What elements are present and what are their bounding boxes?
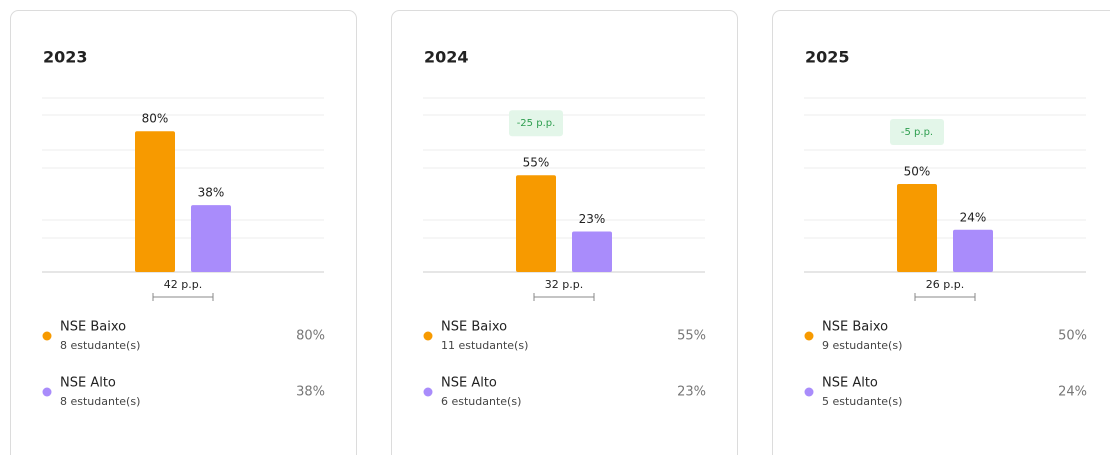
value-label: 80%	[142, 112, 169, 126]
gap-label: 32 p.p.	[545, 278, 583, 291]
gap-label: 42 p.p.	[164, 278, 202, 291]
legend-dot	[805, 332, 814, 341]
card-title: 2023	[43, 48, 88, 67]
legend-students: 9 estudante(s)	[822, 339, 902, 352]
legend-value: 50%	[1058, 329, 1087, 344]
legend-name: NSE Alto	[822, 376, 878, 391]
legend-dot	[43, 332, 52, 341]
change-label: -5 p.p.	[901, 127, 933, 138]
legend-name: NSE Baixo	[822, 320, 888, 335]
legend-name: NSE Alto	[60, 376, 116, 391]
change-label: -25 p.p.	[517, 118, 556, 129]
bar	[953, 230, 993, 272]
gap-label: 26 p.p.	[926, 278, 964, 291]
bar	[191, 205, 231, 272]
legend-value: 23%	[677, 385, 706, 400]
value-label: 24%	[960, 210, 987, 224]
bar	[135, 131, 175, 272]
legend-students: 11 estudante(s)	[441, 339, 528, 352]
value-label: 23%	[579, 212, 606, 226]
legend-value: 55%	[677, 329, 706, 344]
legend-students: 8 estudante(s)	[60, 395, 140, 408]
legend-name: NSE Alto	[441, 376, 497, 391]
value-label: 38%	[198, 186, 225, 200]
legend-value: 80%	[296, 329, 325, 344]
legend-value: 38%	[296, 385, 325, 400]
bar	[572, 232, 612, 272]
legend-value: 24%	[1058, 385, 1087, 400]
bar	[897, 184, 937, 272]
legend-students: 5 estudante(s)	[822, 395, 902, 408]
legend-name: NSE Baixo	[60, 320, 126, 335]
value-label: 55%	[523, 156, 550, 170]
bar	[516, 175, 556, 272]
legend-name: NSE Baixo	[441, 320, 507, 335]
card-title: 2025	[805, 48, 850, 67]
legend-dot	[805, 388, 814, 397]
legend-dot	[43, 388, 52, 397]
legend-dot	[424, 388, 433, 397]
card-title: 2024	[424, 48, 469, 67]
legend-dot	[424, 332, 433, 341]
legend-students: 6 estudante(s)	[441, 395, 521, 408]
legend-students: 8 estudante(s)	[60, 339, 140, 352]
value-label: 50%	[904, 165, 931, 179]
